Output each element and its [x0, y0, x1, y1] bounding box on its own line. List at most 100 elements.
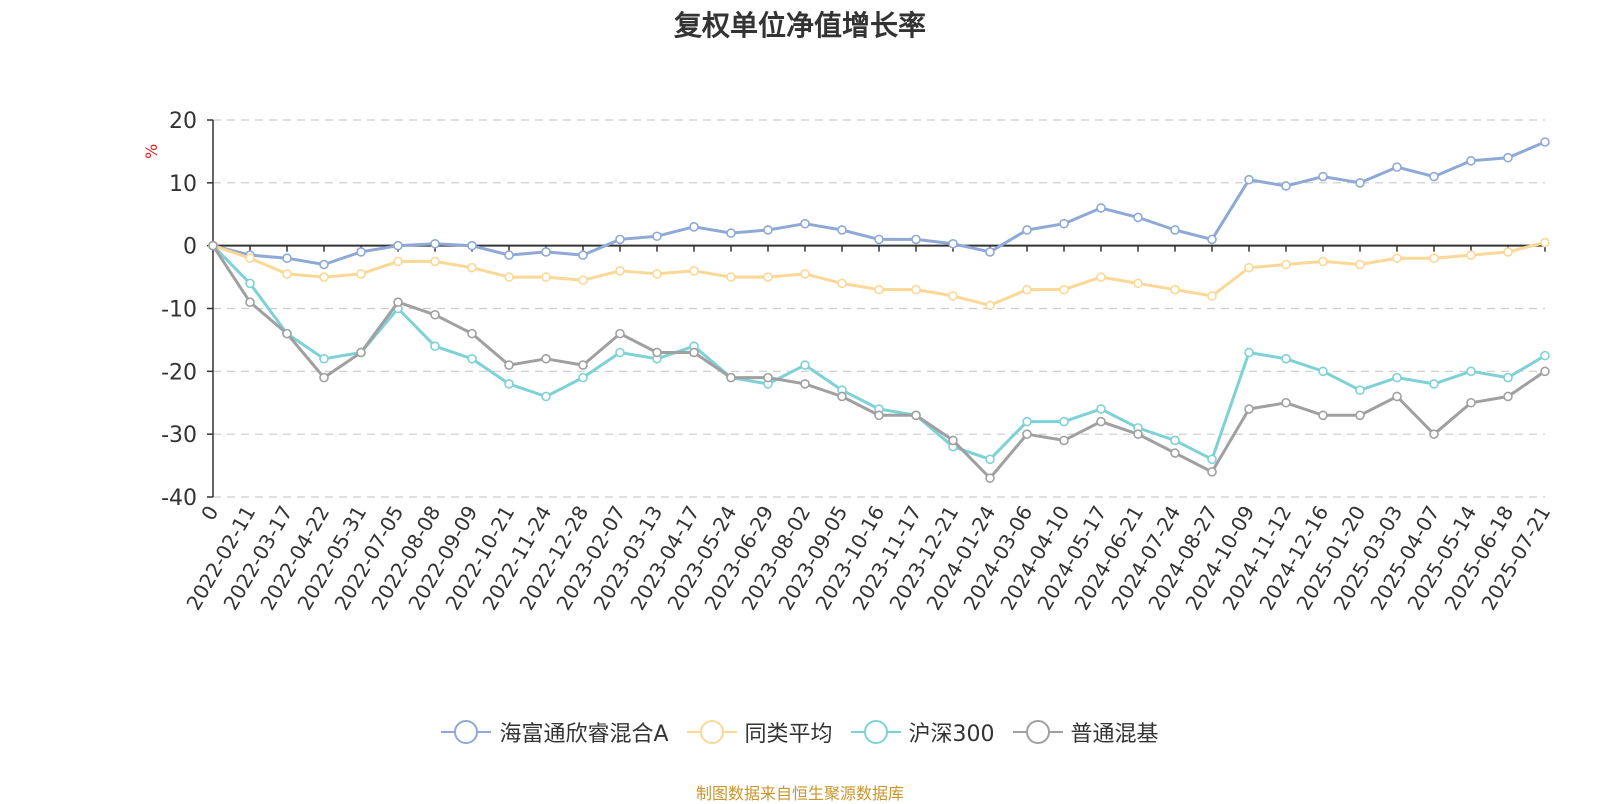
- legend-label: 海富通欣睿混合A: [499, 722, 669, 747]
- data-point: [1281, 181, 1291, 191]
- x-tick-label: 0: [196, 502, 223, 525]
- data-point: [356, 347, 366, 358]
- y-tick-label: -20: [161, 360, 197, 385]
- data-point: [1503, 372, 1513, 383]
- data-point: [282, 253, 292, 264]
- legend-item-3[interactable]: 普通混基: [1012, 716, 1159, 748]
- legend-item-2[interactable]: 沪深300: [850, 716, 995, 748]
- x-axis: 02022-02-112022-03-172022-04-222022-05-3…: [181, 244, 1555, 614]
- data-point: [800, 360, 810, 370]
- data-point: [393, 256, 403, 267]
- data-point: [1503, 247, 1513, 257]
- data-point: [1059, 416, 1069, 427]
- data-point: [1318, 410, 1328, 421]
- data-point: [652, 347, 662, 358]
- data-point: [356, 247, 366, 257]
- data-point: [393, 240, 403, 251]
- data-point: [1170, 435, 1180, 446]
- data-point: [541, 391, 551, 402]
- y-axis-label: %: [142, 144, 161, 159]
- data-point: [1392, 391, 1402, 402]
- data-point: [319, 272, 329, 282]
- data-point: [245, 253, 255, 264]
- data-point: [911, 234, 921, 245]
- y-tick-label: 20: [169, 109, 197, 134]
- data-point: [1318, 256, 1328, 267]
- series-line-2: [211, 244, 1546, 461]
- legend-item-0[interactable]: 海富通欣睿混合A: [441, 716, 669, 748]
- legend-item-1[interactable]: 同类平均: [686, 716, 833, 748]
- data-point: [467, 328, 477, 339]
- data-point: [1096, 416, 1106, 427]
- data-point: [393, 297, 403, 308]
- data-point: [1355, 385, 1365, 395]
- data-point: [1022, 284, 1032, 295]
- data-point: [430, 309, 440, 320]
- data-point: [504, 379, 514, 389]
- data-point: [948, 435, 958, 446]
- data-point: [578, 372, 588, 383]
- y-tick-label: 0: [183, 235, 197, 260]
- data-point: [911, 284, 921, 295]
- data-point: [467, 262, 477, 273]
- series-line-3: [211, 244, 1546, 480]
- data-point: [1355, 259, 1365, 270]
- data-point: [837, 278, 847, 289]
- legend-swatch-icon: [850, 720, 901, 744]
- data-point: [1429, 171, 1439, 182]
- data-point: [1466, 250, 1476, 260]
- data-point: [763, 372, 773, 383]
- data-point: [874, 284, 884, 295]
- data-point: [319, 353, 329, 364]
- data-point: [689, 265, 699, 276]
- data-point: [1503, 152, 1513, 163]
- data-point: [1503, 391, 1513, 402]
- data-point: [1244, 404, 1254, 414]
- series-line-1: [212, 241, 1546, 307]
- data-point: [1429, 379, 1439, 389]
- legend-label: 沪深300: [908, 722, 995, 747]
- data-point: [430, 238, 440, 249]
- data-point: [319, 259, 329, 270]
- data-point: [1392, 162, 1402, 172]
- data-point: [1281, 353, 1291, 364]
- data-point: [1133, 278, 1143, 289]
- data-point: [874, 410, 884, 421]
- y-tick-label: 10: [169, 172, 197, 197]
- data-point: [985, 473, 995, 483]
- data-point: [948, 238, 958, 249]
- data-point: [800, 218, 810, 229]
- data-point: [1281, 397, 1291, 408]
- data-point: [1244, 347, 1254, 358]
- data-point: [763, 272, 773, 282]
- data-point: [1355, 410, 1365, 421]
- data-point: [282, 269, 292, 279]
- data-point: [1059, 218, 1069, 229]
- data-point: [1429, 253, 1439, 264]
- data-point: [874, 234, 884, 245]
- data-point: [578, 360, 588, 370]
- data-point: [541, 353, 551, 364]
- data-point: [726, 228, 736, 238]
- data-point: [1022, 429, 1032, 439]
- data-point: [1540, 237, 1550, 248]
- data-point: [615, 347, 625, 358]
- legend-label: 普通混基: [1070, 722, 1159, 747]
- data-point: [430, 256, 440, 267]
- data-point: [985, 454, 995, 465]
- source-note: 制图数据来自恒生聚源数据库: [695, 784, 904, 803]
- data-point: [1392, 372, 1402, 383]
- data-point: [985, 247, 995, 257]
- data-point: [615, 265, 625, 276]
- data-point: [1318, 171, 1328, 182]
- data-point: [948, 291, 958, 301]
- data-point: [541, 272, 551, 282]
- series-lines: [208, 137, 1550, 483]
- data-point: [1133, 429, 1143, 439]
- data-point: [208, 240, 218, 251]
- data-point: [1207, 291, 1217, 301]
- data-point: [504, 250, 514, 260]
- chart-title: 复权单位净值增长率: [673, 9, 926, 42]
- legend: 海富通欣睿混合A 同类平均 沪深300 普通混基: [0, 716, 1600, 748]
- data-point: [1244, 174, 1254, 185]
